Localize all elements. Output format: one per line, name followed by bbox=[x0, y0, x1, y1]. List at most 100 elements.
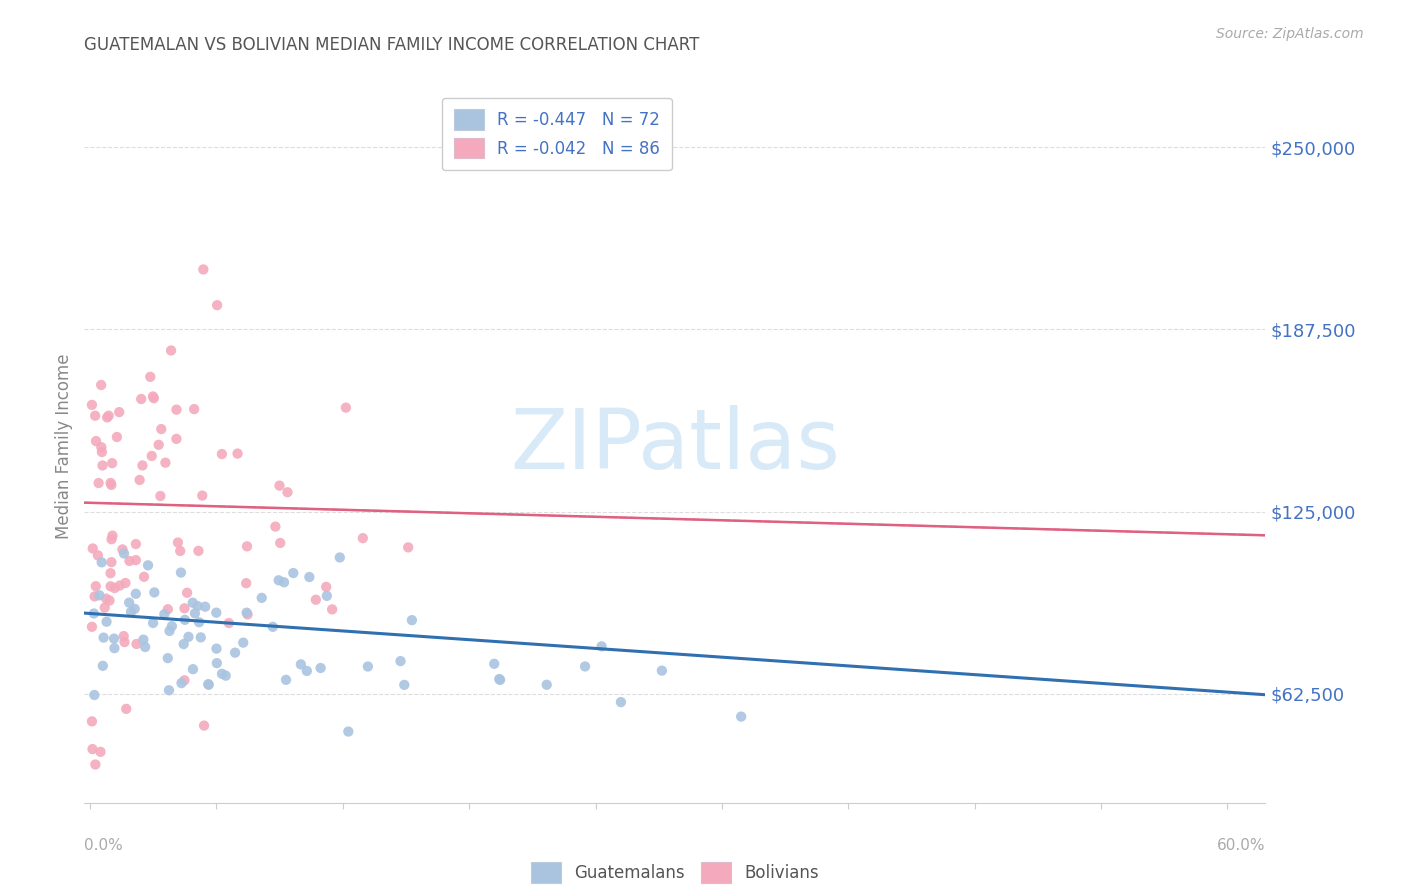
Point bbox=[337, 724, 360, 739]
Point bbox=[80, 714, 103, 729]
Point bbox=[120, 605, 142, 619]
Point bbox=[115, 702, 138, 716]
Point bbox=[250, 591, 273, 605]
Point bbox=[205, 656, 228, 670]
Point bbox=[82, 541, 104, 556]
Point bbox=[205, 298, 228, 312]
Point bbox=[100, 555, 122, 569]
Point bbox=[104, 581, 127, 595]
Point bbox=[118, 596, 141, 610]
Point bbox=[357, 659, 380, 673]
Point bbox=[193, 262, 215, 277]
Point bbox=[188, 615, 211, 630]
Point bbox=[153, 607, 176, 622]
Point bbox=[205, 606, 228, 620]
Point bbox=[156, 651, 179, 665]
Text: 60.0%: 60.0% bbox=[1218, 838, 1265, 854]
Point bbox=[329, 550, 352, 565]
Point bbox=[309, 661, 332, 675]
Point bbox=[96, 410, 118, 425]
Point bbox=[187, 599, 209, 613]
Point bbox=[142, 391, 165, 405]
Point bbox=[84, 434, 107, 449]
Point bbox=[108, 405, 131, 419]
Point bbox=[174, 613, 197, 627]
Point bbox=[100, 475, 122, 490]
Point bbox=[396, 541, 419, 555]
Point bbox=[93, 600, 115, 615]
Point bbox=[87, 549, 110, 563]
Point bbox=[176, 586, 198, 600]
Point bbox=[274, 673, 297, 687]
Legend: Guatemalans, Bolivians: Guatemalans, Bolivians bbox=[519, 851, 831, 892]
Point bbox=[84, 579, 107, 593]
Point bbox=[489, 673, 512, 687]
Point bbox=[167, 535, 190, 549]
Point bbox=[165, 432, 187, 446]
Point bbox=[191, 489, 214, 503]
Point bbox=[136, 558, 159, 573]
Point bbox=[90, 378, 112, 392]
Point bbox=[90, 555, 112, 569]
Point bbox=[111, 542, 134, 557]
Point bbox=[90, 445, 112, 459]
Point bbox=[100, 579, 122, 593]
Point bbox=[401, 613, 423, 627]
Point bbox=[488, 672, 510, 686]
Point bbox=[183, 402, 205, 417]
Point bbox=[91, 458, 114, 473]
Point bbox=[166, 402, 188, 417]
Point bbox=[177, 630, 200, 644]
Point bbox=[103, 632, 125, 646]
Point bbox=[211, 447, 233, 461]
Point bbox=[394, 678, 416, 692]
Point bbox=[142, 615, 165, 630]
Point bbox=[83, 688, 105, 702]
Point bbox=[83, 607, 105, 621]
Point bbox=[80, 398, 103, 412]
Point bbox=[173, 637, 195, 651]
Point bbox=[160, 619, 183, 633]
Point bbox=[536, 678, 558, 692]
Point bbox=[651, 664, 673, 678]
Point bbox=[125, 537, 148, 551]
Point bbox=[224, 646, 246, 660]
Text: Source: ZipAtlas.com: Source: ZipAtlas.com bbox=[1216, 27, 1364, 41]
Point bbox=[82, 742, 104, 756]
Point bbox=[321, 602, 343, 616]
Point bbox=[101, 528, 124, 542]
Point bbox=[295, 664, 318, 678]
Point bbox=[100, 533, 122, 547]
Point bbox=[389, 654, 412, 668]
Point bbox=[218, 615, 240, 630]
Point bbox=[591, 640, 613, 654]
Point bbox=[173, 601, 195, 615]
Point bbox=[160, 343, 183, 358]
Point bbox=[91, 658, 114, 673]
Point bbox=[128, 473, 150, 487]
Point bbox=[236, 539, 259, 553]
Point bbox=[108, 578, 131, 592]
Point bbox=[484, 657, 506, 671]
Point bbox=[315, 580, 337, 594]
Point bbox=[84, 757, 107, 772]
Point bbox=[87, 476, 110, 491]
Point bbox=[173, 673, 195, 688]
Point bbox=[298, 570, 321, 584]
Point bbox=[97, 409, 120, 423]
Point bbox=[264, 519, 287, 533]
Point bbox=[114, 635, 136, 649]
Point bbox=[141, 449, 163, 463]
Point bbox=[131, 458, 153, 473]
Point bbox=[156, 602, 179, 616]
Point bbox=[170, 676, 193, 690]
Point bbox=[94, 591, 117, 606]
Point bbox=[139, 369, 162, 384]
Point bbox=[89, 588, 111, 602]
Point bbox=[89, 745, 111, 759]
Point bbox=[226, 446, 249, 460]
Point bbox=[80, 620, 103, 634]
Point bbox=[112, 546, 135, 560]
Point bbox=[305, 592, 328, 607]
Point bbox=[84, 409, 107, 423]
